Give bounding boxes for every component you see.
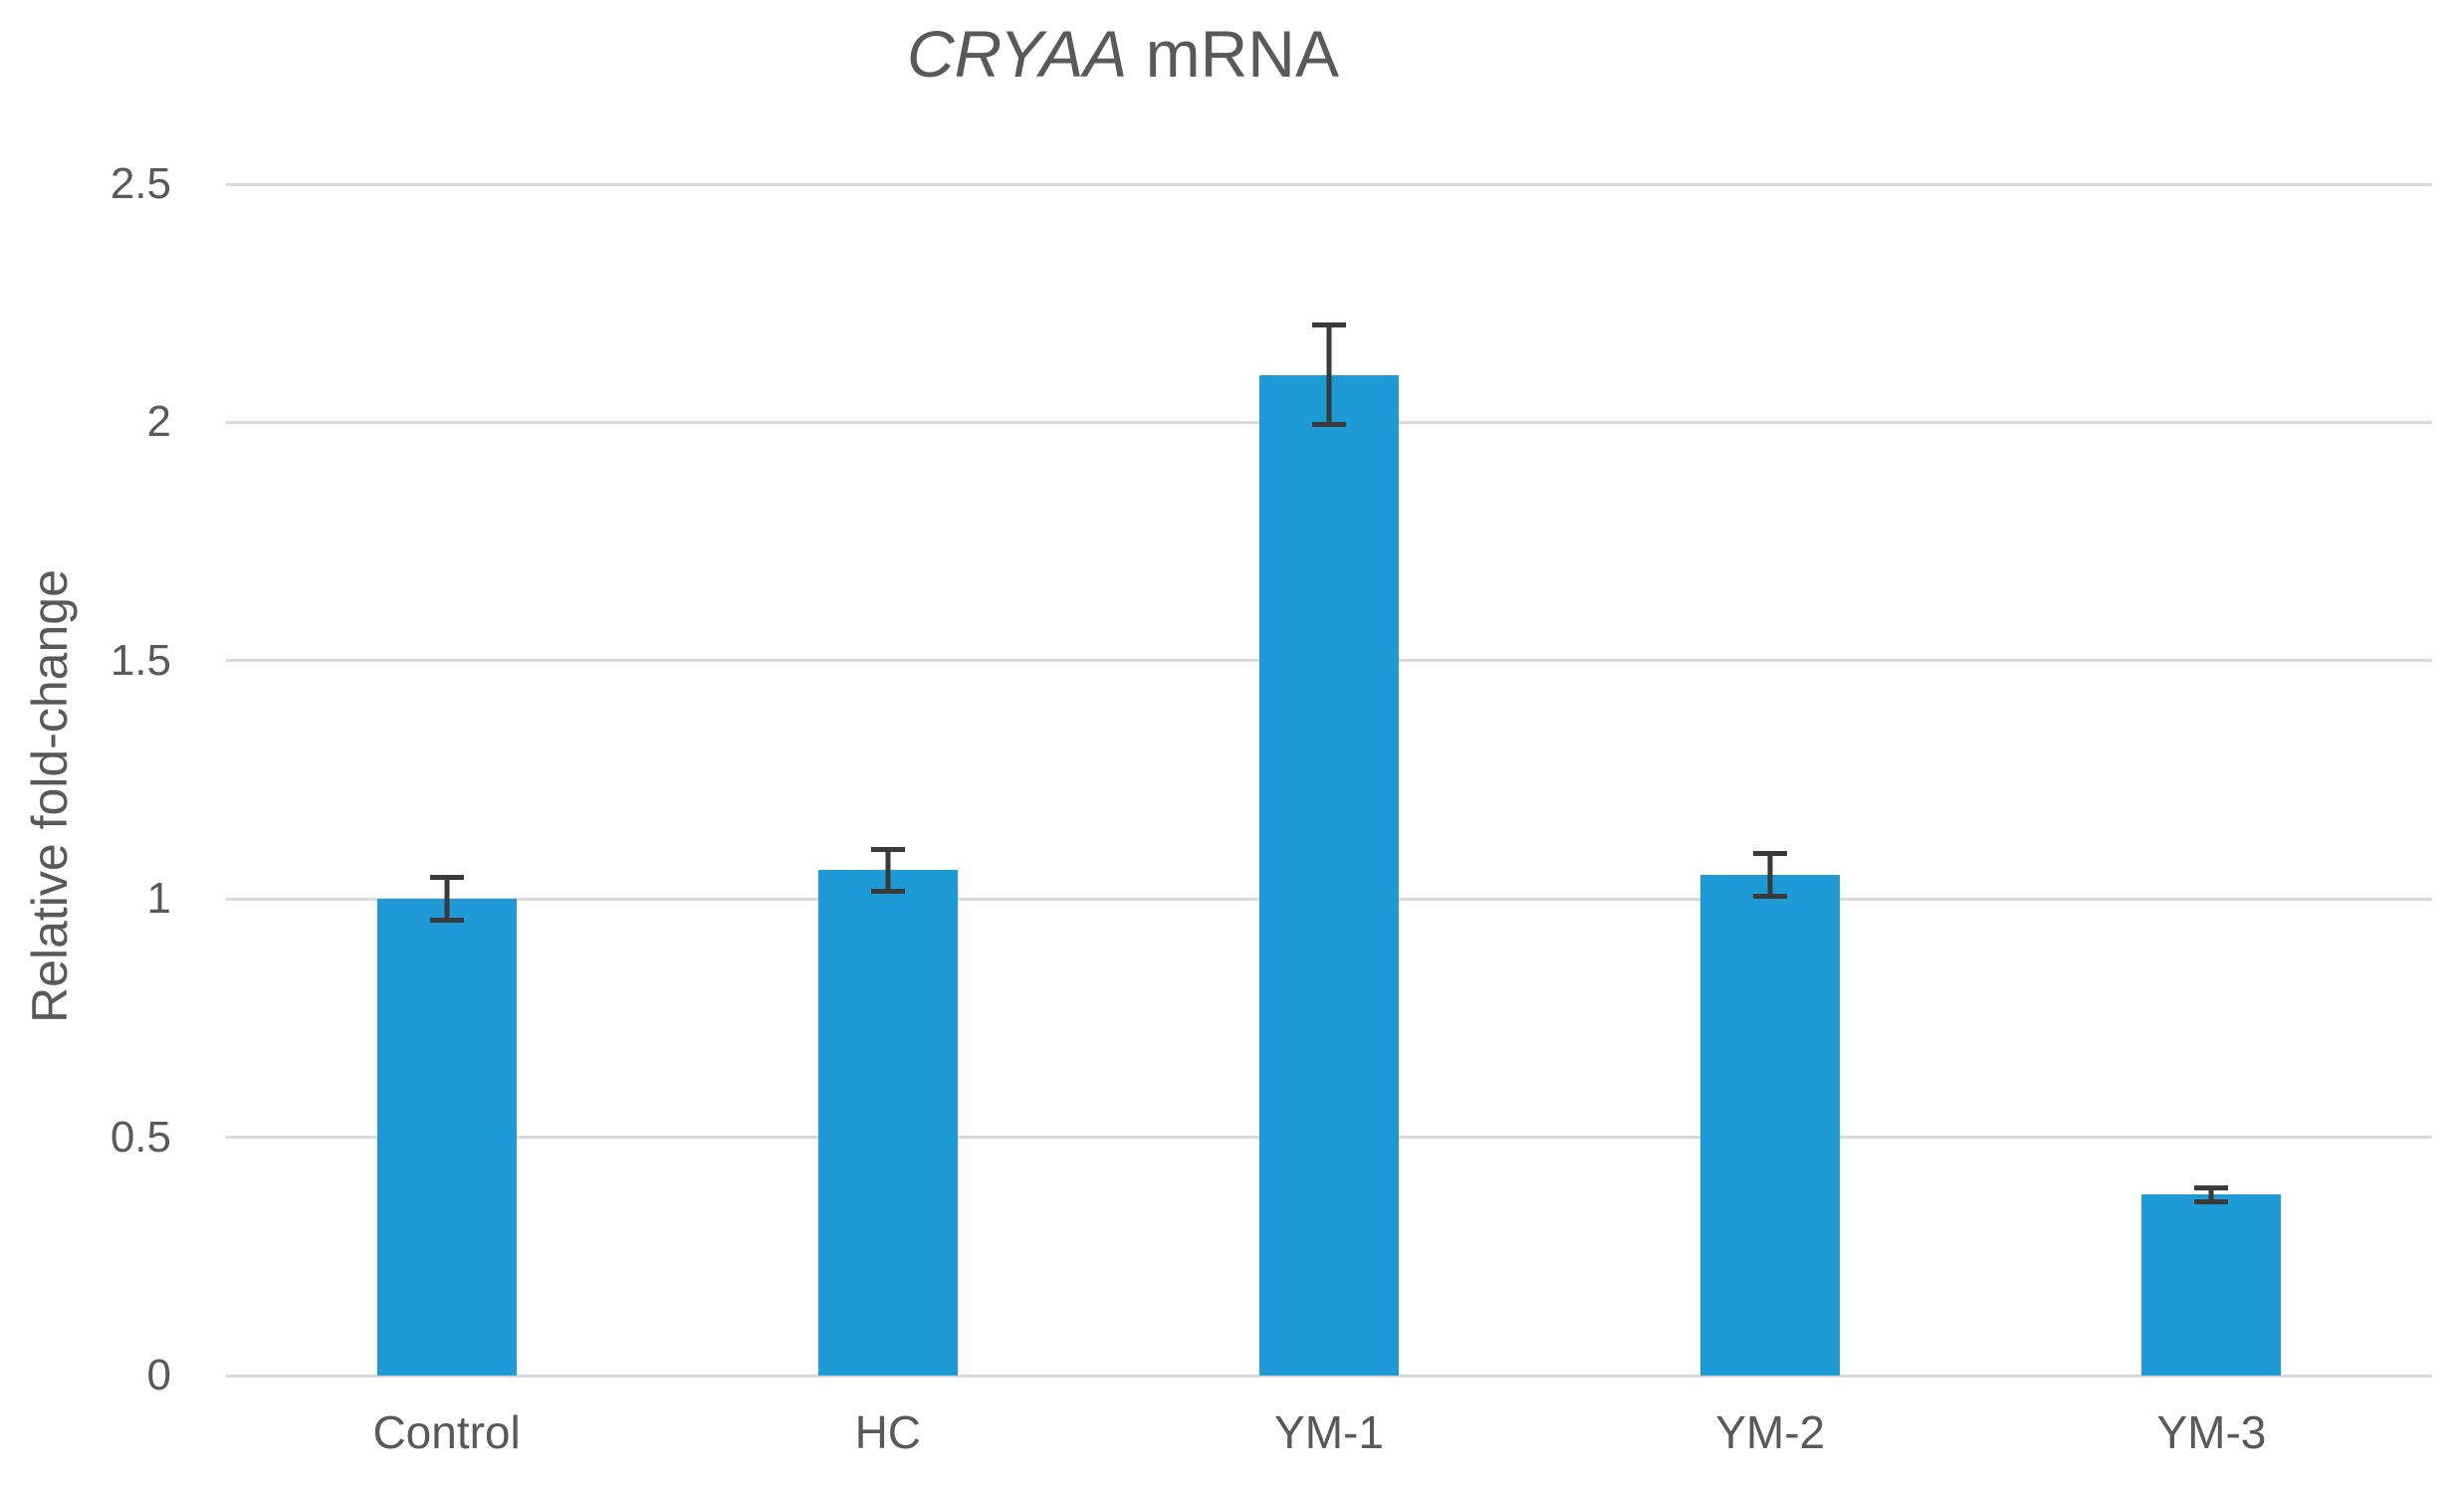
y-tick-label-0.5: 0.5 <box>110 1112 171 1162</box>
error-bar-HC <box>870 846 905 895</box>
chart-title-gene: CRYAA <box>907 17 1128 91</box>
error-bar-cap-top <box>1753 851 1788 857</box>
error-bar-cap-top <box>1312 321 1346 327</box>
error-bar-cap-top <box>2194 1184 2229 1190</box>
error-bar-line <box>1326 321 1332 428</box>
y-tick-label-0: 0 <box>146 1351 171 1399</box>
gridline-y-0 <box>226 1374 2432 1378</box>
chart-title: CRYAA mRNA <box>907 18 1339 91</box>
error-bar-YM-1 <box>1312 321 1346 428</box>
bar-YM-2 <box>1700 875 1841 1376</box>
y-tick-label-1.5: 1.5 <box>110 635 171 685</box>
y-tick-label-2.5: 2.5 <box>110 159 171 208</box>
bar-YM-3 <box>2141 1194 2282 1376</box>
gridline-y-2.5 <box>226 182 2432 186</box>
error-bar-cap-top <box>429 875 464 881</box>
error-bar-cap-bottom <box>1753 894 1788 900</box>
bar-Control <box>376 899 517 1376</box>
y-tick-label-1: 1 <box>146 874 171 924</box>
bar-HC <box>817 870 958 1376</box>
chart-title-suffix: mRNA <box>1127 17 1339 91</box>
x-tick-label-Control: Control <box>372 1406 521 1458</box>
plot-area <box>226 182 2432 1378</box>
bar-YM-1 <box>1259 374 1399 1376</box>
x-tick-label-YM-1: YM-1 <box>1274 1406 1384 1458</box>
x-tick-label-YM-3: YM-3 <box>2156 1406 2267 1458</box>
x-tick-label-HC: HC <box>854 1406 922 1458</box>
error-bar-cap-bottom <box>1312 422 1346 428</box>
error-bar-line <box>1767 851 1773 900</box>
error-bar-line <box>444 875 450 924</box>
x-tick-label-YM-2: YM-2 <box>1715 1406 1826 1458</box>
error-bar-cap-top <box>870 846 905 852</box>
error-bar-YM-3 <box>2194 1184 2229 1204</box>
error-bar-line <box>885 846 891 895</box>
error-bar-cap-bottom <box>870 889 905 895</box>
error-bar-YM-2 <box>1753 851 1788 900</box>
error-bar-line <box>2208 1184 2214 1204</box>
error-bar-cap-bottom <box>429 918 464 924</box>
error-bar-Control <box>429 875 464 924</box>
error-bar-cap-bottom <box>2194 1198 2229 1204</box>
y-tick-label-2: 2 <box>146 397 171 447</box>
